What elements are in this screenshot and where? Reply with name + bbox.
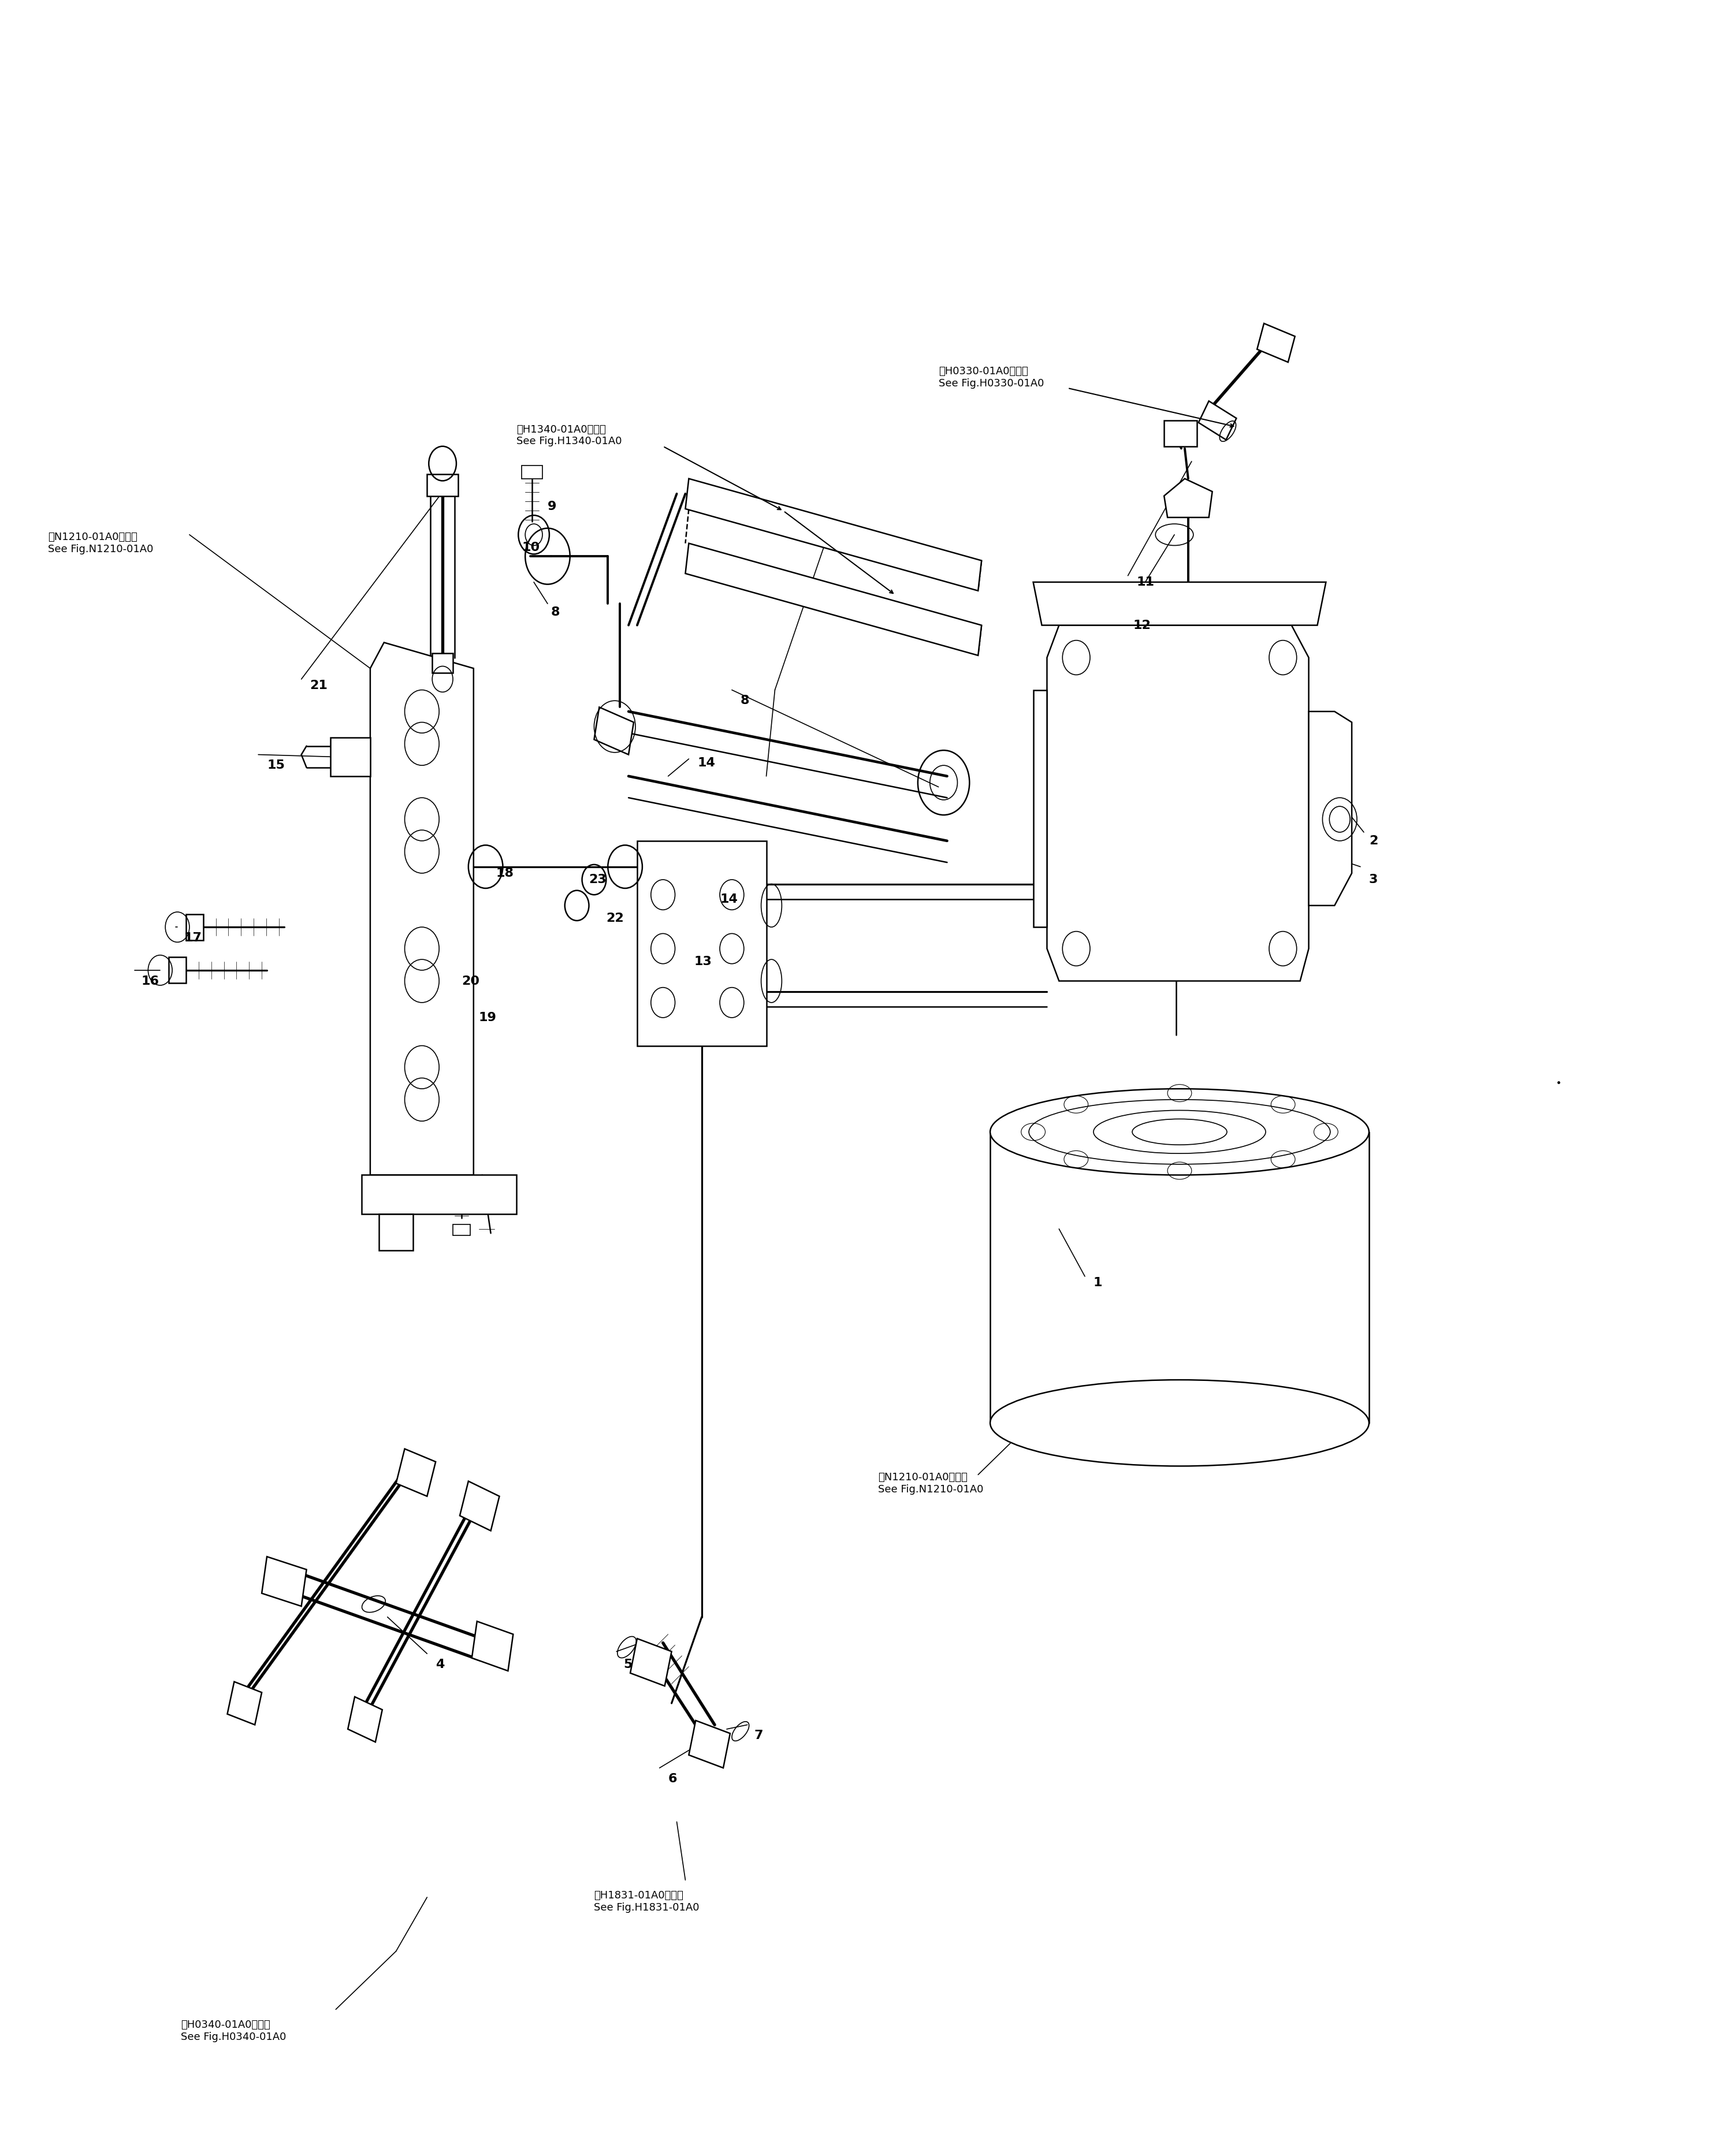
Polygon shape bbox=[1257, 323, 1295, 362]
Text: 8: 8 bbox=[551, 606, 560, 619]
Text: 16: 16 bbox=[141, 975, 158, 987]
Polygon shape bbox=[1033, 690, 1047, 927]
Text: 第H0330-01A0图参照
See Fig.H0330-01A0: 第H0330-01A0图参照 See Fig.H0330-01A0 bbox=[938, 367, 1044, 388]
Text: 3: 3 bbox=[1369, 873, 1378, 886]
Text: 21: 21 bbox=[310, 679, 327, 692]
Text: 11: 11 bbox=[1137, 576, 1154, 589]
Text: 2: 2 bbox=[1369, 834, 1378, 847]
Text: 20: 20 bbox=[461, 975, 479, 987]
Polygon shape bbox=[472, 1621, 513, 1671]
Text: 第H1340-01A0图参照
See Fig.H1340-01A0: 第H1340-01A0图参照 See Fig.H1340-01A0 bbox=[517, 425, 622, 446]
Polygon shape bbox=[685, 479, 982, 591]
Polygon shape bbox=[460, 1481, 499, 1531]
Polygon shape bbox=[1164, 420, 1197, 446]
Polygon shape bbox=[453, 1225, 470, 1235]
Polygon shape bbox=[227, 1682, 262, 1725]
Polygon shape bbox=[685, 543, 982, 655]
Polygon shape bbox=[1199, 401, 1236, 440]
Polygon shape bbox=[1309, 711, 1352, 906]
Polygon shape bbox=[370, 642, 474, 1175]
Ellipse shape bbox=[990, 1089, 1369, 1175]
Text: 第N1210-01A0图参照
See Fig.N1210-01A0: 第N1210-01A0图参照 See Fig.N1210-01A0 bbox=[878, 1473, 983, 1494]
Polygon shape bbox=[427, 474, 458, 496]
Text: 5: 5 bbox=[623, 1658, 632, 1671]
Text: 9: 9 bbox=[548, 500, 556, 513]
Text: 4: 4 bbox=[436, 1658, 444, 1671]
Polygon shape bbox=[522, 466, 542, 479]
Text: 22: 22 bbox=[606, 912, 623, 925]
Polygon shape bbox=[396, 1449, 436, 1496]
Polygon shape bbox=[1047, 625, 1309, 981]
Text: 1: 1 bbox=[1093, 1276, 1102, 1289]
Bar bbox=[637, 841, 766, 1046]
Text: 17: 17 bbox=[184, 931, 201, 944]
Text: 6: 6 bbox=[668, 1772, 677, 1785]
Text: 8: 8 bbox=[740, 694, 749, 707]
Text: 第H0340-01A0图参照
See Fig.H0340-01A0: 第H0340-01A0图参照 See Fig.H0340-01A0 bbox=[181, 2020, 286, 2042]
Text: 13: 13 bbox=[694, 955, 711, 968]
Text: 第N1210-01A0图参照
See Fig.N1210-01A0: 第N1210-01A0图参照 See Fig.N1210-01A0 bbox=[48, 533, 153, 554]
Polygon shape bbox=[689, 1720, 730, 1768]
Text: 19: 19 bbox=[479, 1011, 496, 1024]
Polygon shape bbox=[630, 1639, 672, 1686]
Polygon shape bbox=[186, 914, 203, 940]
Text: 10: 10 bbox=[522, 541, 539, 554]
Text: 15: 15 bbox=[267, 759, 284, 772]
Polygon shape bbox=[1164, 479, 1212, 517]
Polygon shape bbox=[331, 737, 370, 776]
Text: 23: 23 bbox=[589, 873, 606, 886]
Text: 12: 12 bbox=[1133, 619, 1150, 632]
Polygon shape bbox=[362, 1175, 517, 1214]
Text: 7: 7 bbox=[754, 1729, 763, 1742]
Polygon shape bbox=[594, 707, 634, 755]
Polygon shape bbox=[262, 1557, 307, 1606]
Text: 14: 14 bbox=[720, 893, 737, 906]
Polygon shape bbox=[169, 957, 186, 983]
Text: 18: 18 bbox=[496, 867, 513, 880]
Text: 第H1831-01A0图参照
See Fig.H1831-01A0: 第H1831-01A0图参照 See Fig.H1831-01A0 bbox=[594, 1891, 699, 1912]
Polygon shape bbox=[379, 1214, 413, 1250]
Polygon shape bbox=[1033, 582, 1326, 625]
Polygon shape bbox=[432, 653, 453, 673]
Polygon shape bbox=[348, 1697, 382, 1742]
Text: 14: 14 bbox=[697, 757, 715, 770]
Ellipse shape bbox=[990, 1380, 1369, 1466]
